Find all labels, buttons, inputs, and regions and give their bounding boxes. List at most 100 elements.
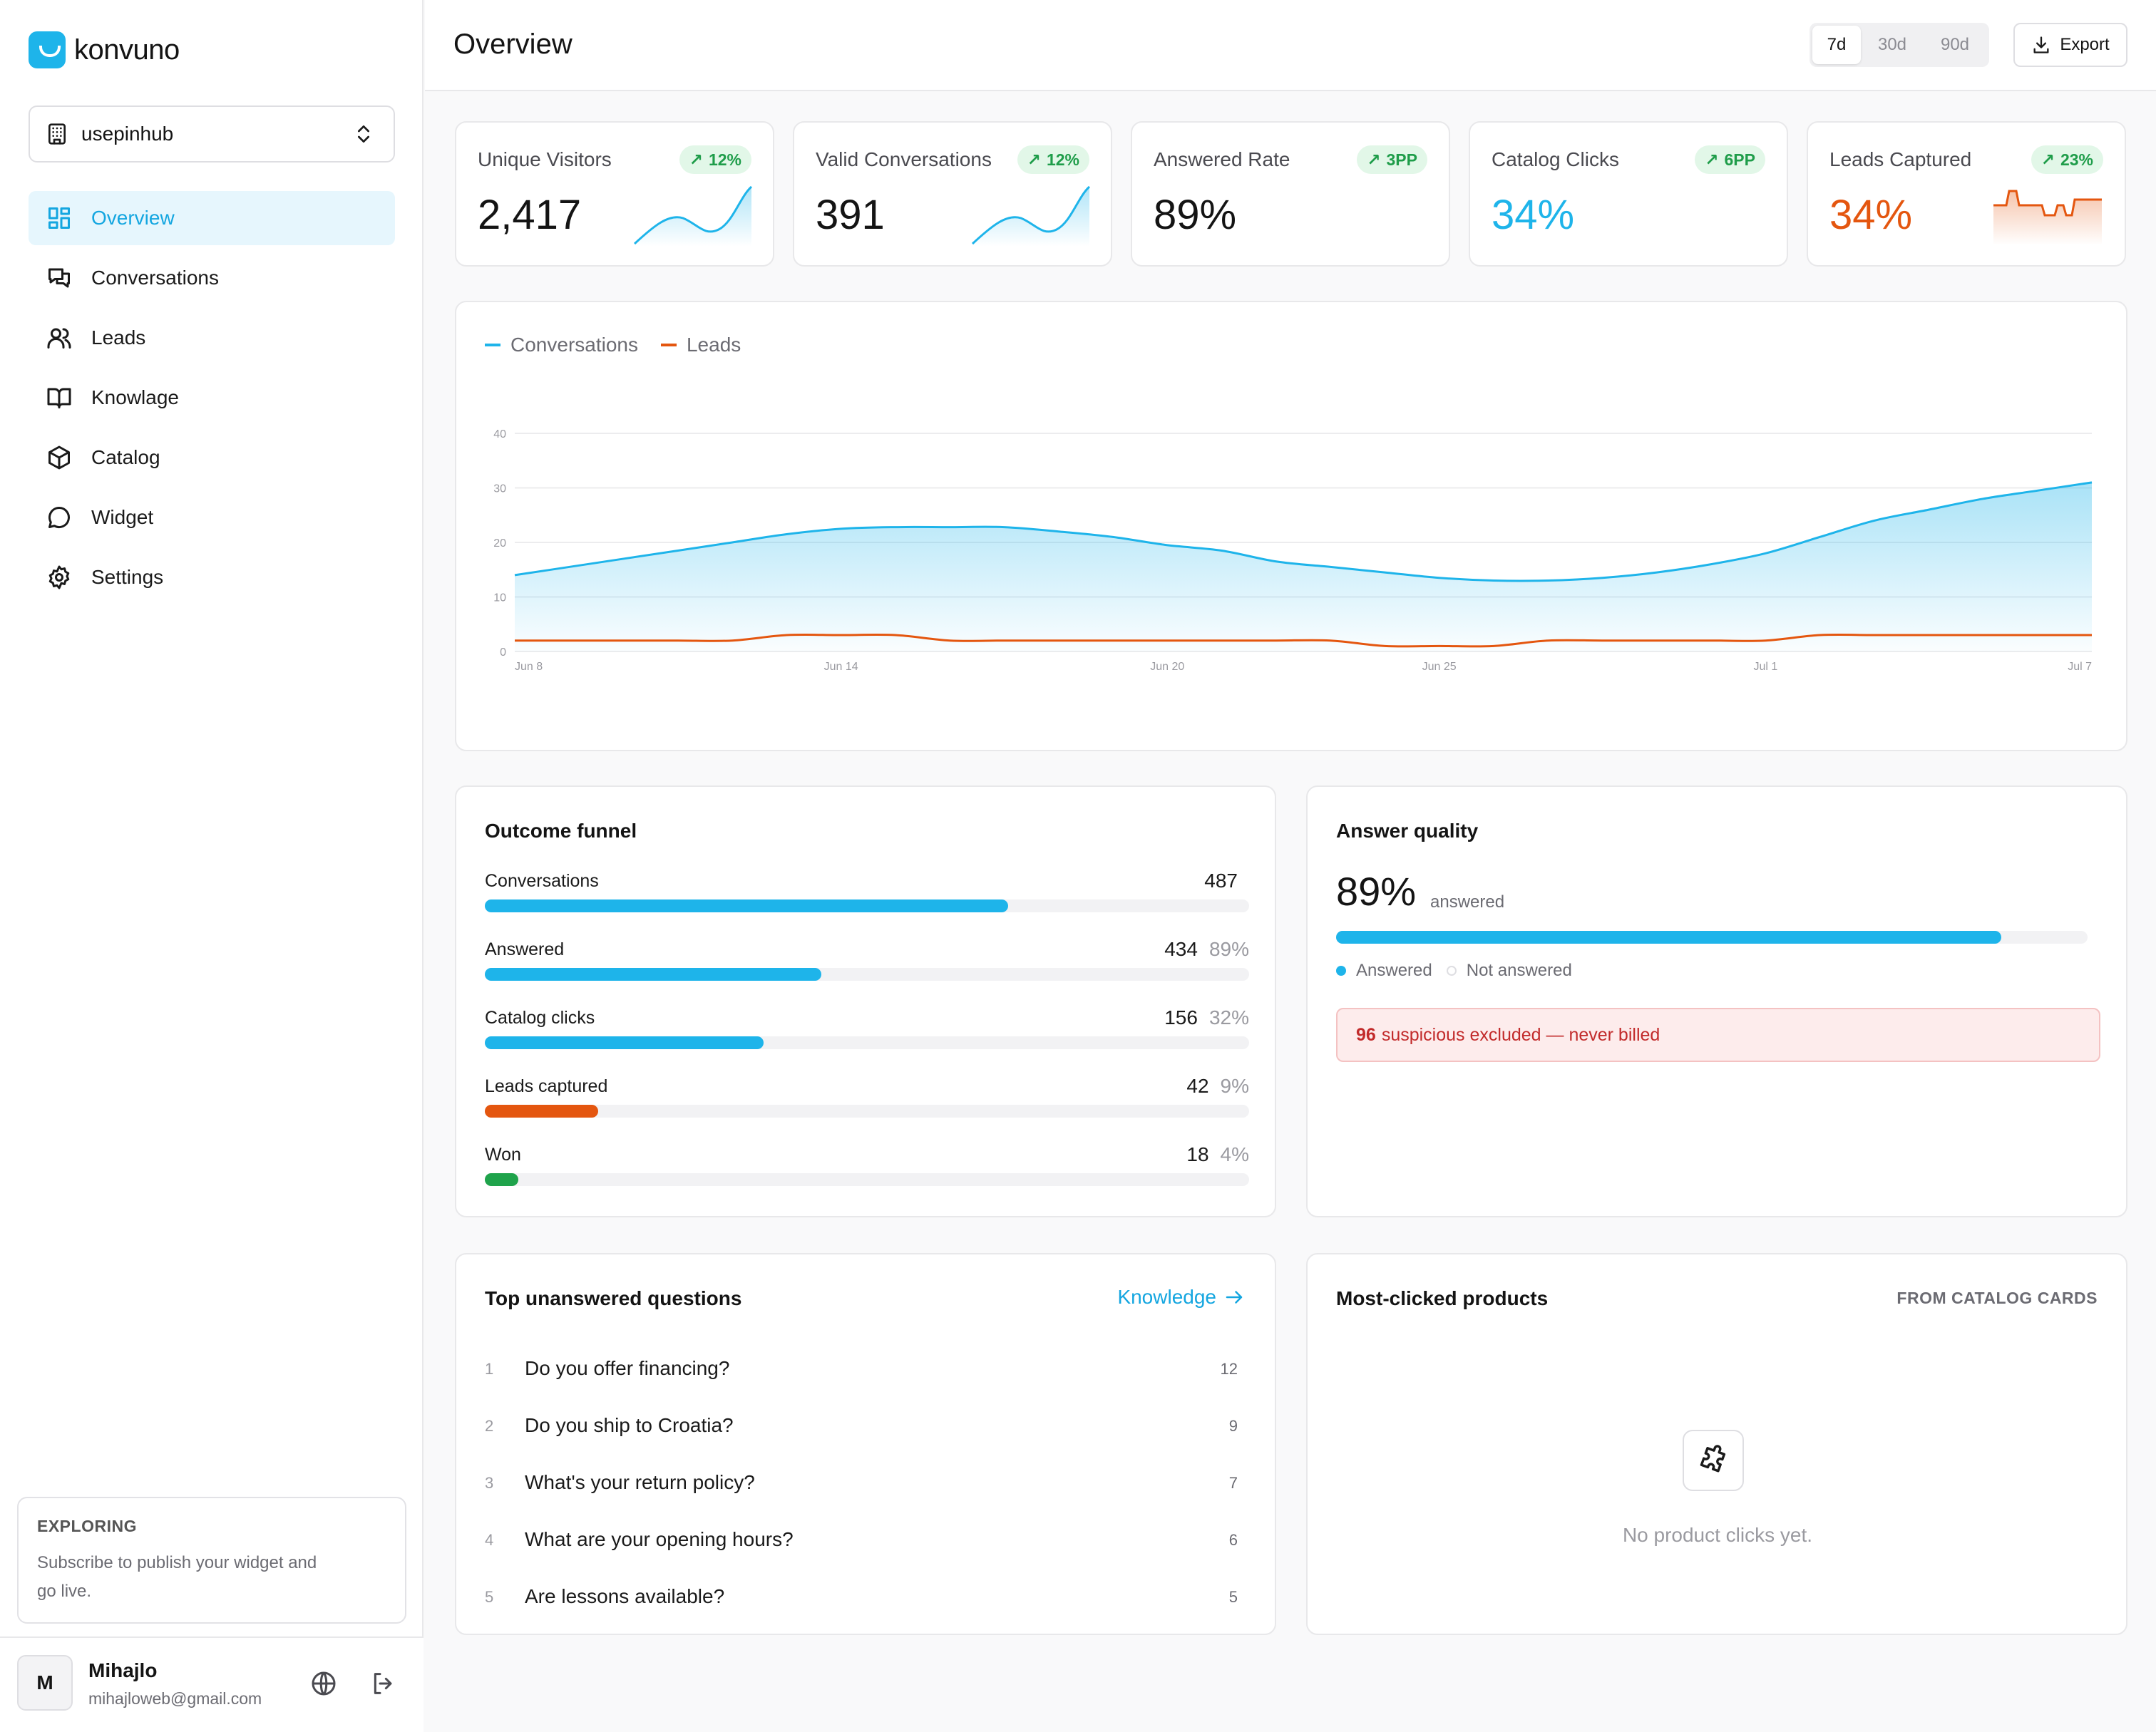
funnel-label: Won <box>485 1145 521 1165</box>
products-subtitle: FROM CATALOG CARDS <box>1896 1289 2098 1307</box>
range-30d-button[interactable]: 30d <box>1877 35 1907 54</box>
funnel-bar-fill <box>485 1173 519 1186</box>
funnel-percent: 9% <box>1220 1075 1249 1097</box>
arrow-up-right-icon: ↗ <box>2040 150 2055 169</box>
question-rank: 5 <box>485 1588 494 1606</box>
funnel-bar-fill <box>485 1105 598 1118</box>
funnel-value: 487 <box>1204 870 1238 892</box>
answer-quality-bar-fill <box>1336 931 2001 944</box>
kpi-title: Catalog Clicks <box>1492 148 1619 170</box>
funnel-value: 156 32% <box>1164 1006 1249 1029</box>
logout-icon[interactable] <box>369 1669 398 1698</box>
grid-icon <box>46 205 73 232</box>
alert-count: 96 <box>1356 1024 1376 1045</box>
knowledge-link[interactable]: Knowledge <box>1117 1286 1245 1309</box>
kpi-card-leads-captured[interactable]: Leads Captured ↗ 23% 34% <box>1807 121 2126 267</box>
arrow-right-icon <box>1226 1291 1243 1304</box>
list-item[interactable]: 4 What are your opening hours? 6 <box>485 1524 1248 1567</box>
kpi-sparkline <box>971 185 1091 247</box>
question-text: Do you offer financing? <box>525 1357 730 1379</box>
range-7d-button[interactable]: 7d <box>1812 26 1861 64</box>
kpi-title: Valid Conversations <box>816 148 992 170</box>
question-text: Are lessons available? <box>525 1585 725 1607</box>
question-count: 5 <box>1228 1588 1238 1606</box>
kpi-value: 34% <box>1492 192 1575 238</box>
kpi-card-unique-visitors[interactable]: Unique Visitors ↗ 12% 2,417 <box>455 121 774 267</box>
sidebar-item-label: Overview <box>91 207 175 229</box>
kpi-card-answered-rate[interactable]: Answered Rate ↗ 3PP 89% <box>1131 121 1450 267</box>
series-line-conversations <box>514 481 2093 582</box>
sidebar-item-catalog[interactable]: Catalog <box>29 431 395 485</box>
x-tick-label: Jun 8 <box>515 661 543 673</box>
trend-chart-card: Conversations Leads 0 10 20 30 40 Jun 8 Jun 14… <box>455 301 2127 751</box>
answer-quality-card: Answer quality 89% answered Answered Not… <box>1306 785 2127 1217</box>
answer-quality-value: 89% <box>1336 869 1417 914</box>
funnel-label: Answered <box>485 939 565 959</box>
most-clicked-products-card: Most-clicked products FROM CATALOG CARDS… <box>1306 1253 2127 1635</box>
avatar[interactable]: M <box>17 1655 73 1711</box>
exploring-panel[interactable]: EXPLORING Subscribe to publish your widg… <box>17 1497 406 1624</box>
funnel-value: 434 89% <box>1164 938 1249 960</box>
funnel-row: Leads captured 42 9% <box>485 1075 1249 1140</box>
sidebar-item-widget[interactable]: Widget <box>29 490 395 545</box>
list-item[interactable]: 1 Do you offer financing? 12 <box>485 1353 1248 1396</box>
page-title: Overview <box>453 29 573 60</box>
brand-name: konvuno <box>74 33 180 66</box>
top-header: Overview 7d 30d 90d Export <box>425 0 2156 91</box>
question-rank: 1 <box>485 1360 494 1378</box>
export-button[interactable]: Export <box>2013 23 2127 67</box>
sidebar-item-label: Conversations <box>91 267 219 289</box>
y-tick-label: 40 <box>493 428 506 440</box>
sidebar-item-knowlage[interactable]: Knowlage <box>29 371 395 425</box>
list-item[interactable]: 3 What's your return policy? 7 <box>485 1467 1248 1510</box>
funnel-bar <box>485 899 1249 912</box>
sidebar-item-settings[interactable]: Settings <box>29 550 395 604</box>
list-item[interactable]: 5 Are lessons available? 5 <box>485 1581 1248 1624</box>
sidebar-item-overview[interactable]: Overview <box>29 191 395 245</box>
question-count: 12 <box>1220 1360 1238 1378</box>
chart-legend: Conversations Leads <box>485 334 764 356</box>
message-circle-icon <box>46 504 73 531</box>
x-tick-label: Jun 20 <box>1150 661 1184 673</box>
brand-logo[interactable]: konvuno <box>29 31 180 68</box>
kpi-value: 2,417 <box>478 192 582 238</box>
sidebar-nav: Overview Conversations Leads Knowlage Ca… <box>29 191 395 610</box>
alert-text: suspicious excluded — never billed <box>1381 1024 1660 1045</box>
kpi-sparkline <box>1993 190 2102 245</box>
funnel-bar <box>485 968 1249 981</box>
exploring-title: EXPLORING <box>37 1517 137 1535</box>
questions-title: Top unanswered questions <box>485 1287 742 1309</box>
funnel-value: 18 4% <box>1186 1143 1249 1165</box>
question-text: What's your return policy? <box>525 1471 755 1493</box>
workspace-switcher[interactable]: usepinhub <box>29 105 395 163</box>
kpi-card-valid-conversations[interactable]: Valid Conversations ↗ 12% 391 <box>793 121 1112 267</box>
outcome-funnel-card: Outcome funnel Conversations 487 Answered 4… <box>455 785 1276 1217</box>
answer-quality-unit: answered <box>1430 892 1505 912</box>
funnel-bar-fill <box>485 1036 764 1049</box>
kpi-badge: ↗ 3PP <box>1357 145 1427 174</box>
legend-item-conversations[interactable]: Conversations <box>485 334 638 356</box>
download-icon <box>2033 36 2049 53</box>
date-range-toggle: 7d 30d 90d <box>1809 23 1989 67</box>
series-area-conversations <box>515 482 2092 651</box>
kpi-title: Unique Visitors <box>478 148 612 170</box>
range-90d-button[interactable]: 90d <box>1940 35 1970 54</box>
funnel-row: Catalog clicks 156 32% <box>485 1006 1249 1072</box>
kpi-card-catalog-clicks[interactable]: Catalog Clicks ↗ 6PP 34% <box>1469 121 1788 267</box>
building-icon <box>48 123 66 145</box>
list-item[interactable]: 2 Do you ship to Croatia? 9 <box>485 1410 1248 1453</box>
funnel-percent: 89% <box>1208 938 1249 960</box>
legend-item-leads[interactable]: Leads <box>660 334 741 356</box>
x-tick-label: Jul 7 <box>2068 661 2092 673</box>
globe-icon[interactable] <box>309 1669 338 1698</box>
sidebar-item-conversations[interactable]: Conversations <box>29 251 395 305</box>
arrow-up-right-icon: ↗ <box>1027 150 1041 169</box>
unanswered-questions-card: Top unanswered questions Knowledge 1 Do y… <box>455 1253 1276 1635</box>
question-text: What are your opening hours? <box>525 1528 794 1550</box>
funnel-label: Catalog clicks <box>485 1008 595 1028</box>
funnel-bar <box>485 1036 1249 1049</box>
sidebar-item-label: Settings <box>91 566 164 588</box>
sidebar-item-leads[interactable]: Leads <box>29 311 395 365</box>
kpi-sparkline <box>633 185 753 247</box>
question-rank: 4 <box>485 1531 494 1549</box>
